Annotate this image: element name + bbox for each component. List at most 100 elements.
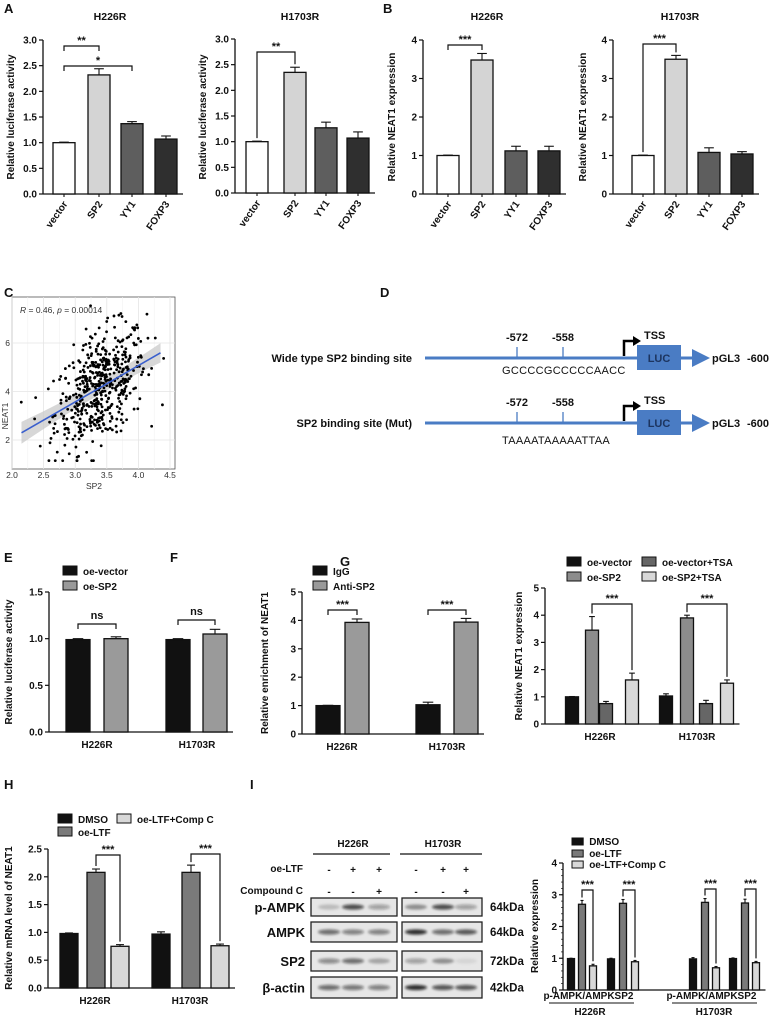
scatter-point <box>119 418 123 422</box>
y-tick-label: 1 <box>551 954 557 965</box>
significance-label: *** <box>701 593 715 605</box>
scatter-point <box>132 407 136 411</box>
bar <box>151 933 171 989</box>
scatter-point <box>121 377 125 381</box>
scatter-point <box>121 353 125 357</box>
y-tick-label: 0.5 <box>29 681 43 692</box>
scatter-point <box>33 417 37 421</box>
bar <box>688 958 698 991</box>
scatter-point <box>75 395 79 399</box>
scatter-point <box>89 424 93 428</box>
treatment-sign: - <box>327 865 330 876</box>
bar <box>537 150 561 195</box>
scatter-point <box>94 349 98 353</box>
scatter-point <box>117 381 121 385</box>
scatter-point <box>96 384 100 387</box>
scatter-point <box>76 387 80 390</box>
scatter-point <box>161 403 164 407</box>
x-tick-label: 2.5 <box>38 470 50 480</box>
significance-bracket <box>63 45 100 51</box>
scatter-point <box>118 366 122 370</box>
protein-band <box>318 929 340 935</box>
protein-band <box>318 904 340 910</box>
bar-chart-a1: 0.0 0.5 1.0 1.5 2.0 2.5 3.0 H226R Relative lucif… <box>6 11 183 233</box>
scatter-point <box>94 412 98 416</box>
significance-label: *** <box>606 593 620 605</box>
x-axis-label: SP2 <box>86 481 102 491</box>
blot-row: p-AMPK 64kDa <box>254 897 524 917</box>
scatter-point <box>53 422 57 426</box>
scatter-point <box>128 356 132 360</box>
y-tick-label: 1 <box>533 692 539 703</box>
scatter-point <box>101 346 105 349</box>
scatter-point <box>104 394 108 397</box>
scatter-point <box>75 459 79 463</box>
x-tick-label: vector <box>623 199 649 230</box>
position-label: -558 <box>552 397 574 409</box>
annotation-part: p <box>56 305 62 315</box>
scatter-point <box>99 353 103 357</box>
position-label: -572 <box>506 332 528 344</box>
protein-band <box>455 904 477 910</box>
bar <box>314 127 338 194</box>
protein-band <box>342 904 364 910</box>
chart-title: H1703R <box>281 11 320 23</box>
scatter-point <box>82 344 85 347</box>
legend-label: oe-SP2 <box>587 573 621 584</box>
panel-label-e: E <box>4 550 13 565</box>
scatter-point <box>77 403 81 406</box>
y-tick-label: 0 <box>533 720 539 731</box>
y-tick-label: 2 <box>290 673 296 684</box>
scatter-point <box>85 411 89 415</box>
y-tick-label: 4 <box>290 616 296 627</box>
bar <box>165 638 191 733</box>
scatter-point <box>46 387 50 391</box>
scatter-point <box>67 364 71 368</box>
significance-label: *** <box>623 879 637 891</box>
chart-title: H226R <box>471 11 504 23</box>
scatter-point <box>76 413 80 417</box>
x-tick-label: 3.0 <box>69 470 81 480</box>
scatter-point <box>87 387 91 391</box>
scatter-point <box>62 417 65 420</box>
bar <box>415 704 441 735</box>
significance-label: * <box>96 55 101 67</box>
scatter-point <box>87 356 91 360</box>
scatter-point <box>117 396 120 400</box>
scatter-point <box>89 304 92 308</box>
promoter-diagram: Wide type SP2 binding site -572 -558 TSS LUC… <box>272 330 770 447</box>
protein-band <box>342 958 364 964</box>
y-tick-label: 1.0 <box>28 928 42 939</box>
scatter-point <box>129 374 133 378</box>
blot-group-label: H1703R <box>425 839 462 850</box>
scatter-point <box>94 347 98 351</box>
scatter-point <box>117 370 121 374</box>
construct-row: Wide type SP2 binding site -572 -558 TSS LUC… <box>272 330 770 377</box>
y-tick-label: 2.0 <box>28 872 42 883</box>
scatter-point <box>115 430 119 434</box>
scatter-point <box>101 413 105 417</box>
protein-band <box>368 984 390 991</box>
y-tick-label: 0 <box>290 730 296 741</box>
luc-box <box>637 345 681 370</box>
scatter-point <box>122 350 126 354</box>
scatter-point <box>63 422 66 426</box>
blot-group-label: H226R <box>337 839 369 850</box>
legend-swatch <box>62 580 78 591</box>
scatter-point <box>109 377 112 381</box>
blot-row: SP2 72kDa <box>280 950 524 972</box>
scatter-point <box>113 363 116 367</box>
scatter-point <box>71 437 75 441</box>
y-axis-label: NEAT1 <box>0 402 10 429</box>
scatter-point <box>88 341 91 345</box>
scatter-point <box>71 415 75 419</box>
scatter-point <box>84 408 87 412</box>
scatter-point <box>67 431 71 435</box>
treatment-sign: + <box>463 865 469 876</box>
scatter-point <box>104 427 108 431</box>
scatter-point <box>113 325 116 329</box>
scatter-point <box>120 362 124 366</box>
y-tick-label: 0.5 <box>23 164 37 175</box>
bar <box>564 696 580 725</box>
scatter-point <box>100 397 103 401</box>
